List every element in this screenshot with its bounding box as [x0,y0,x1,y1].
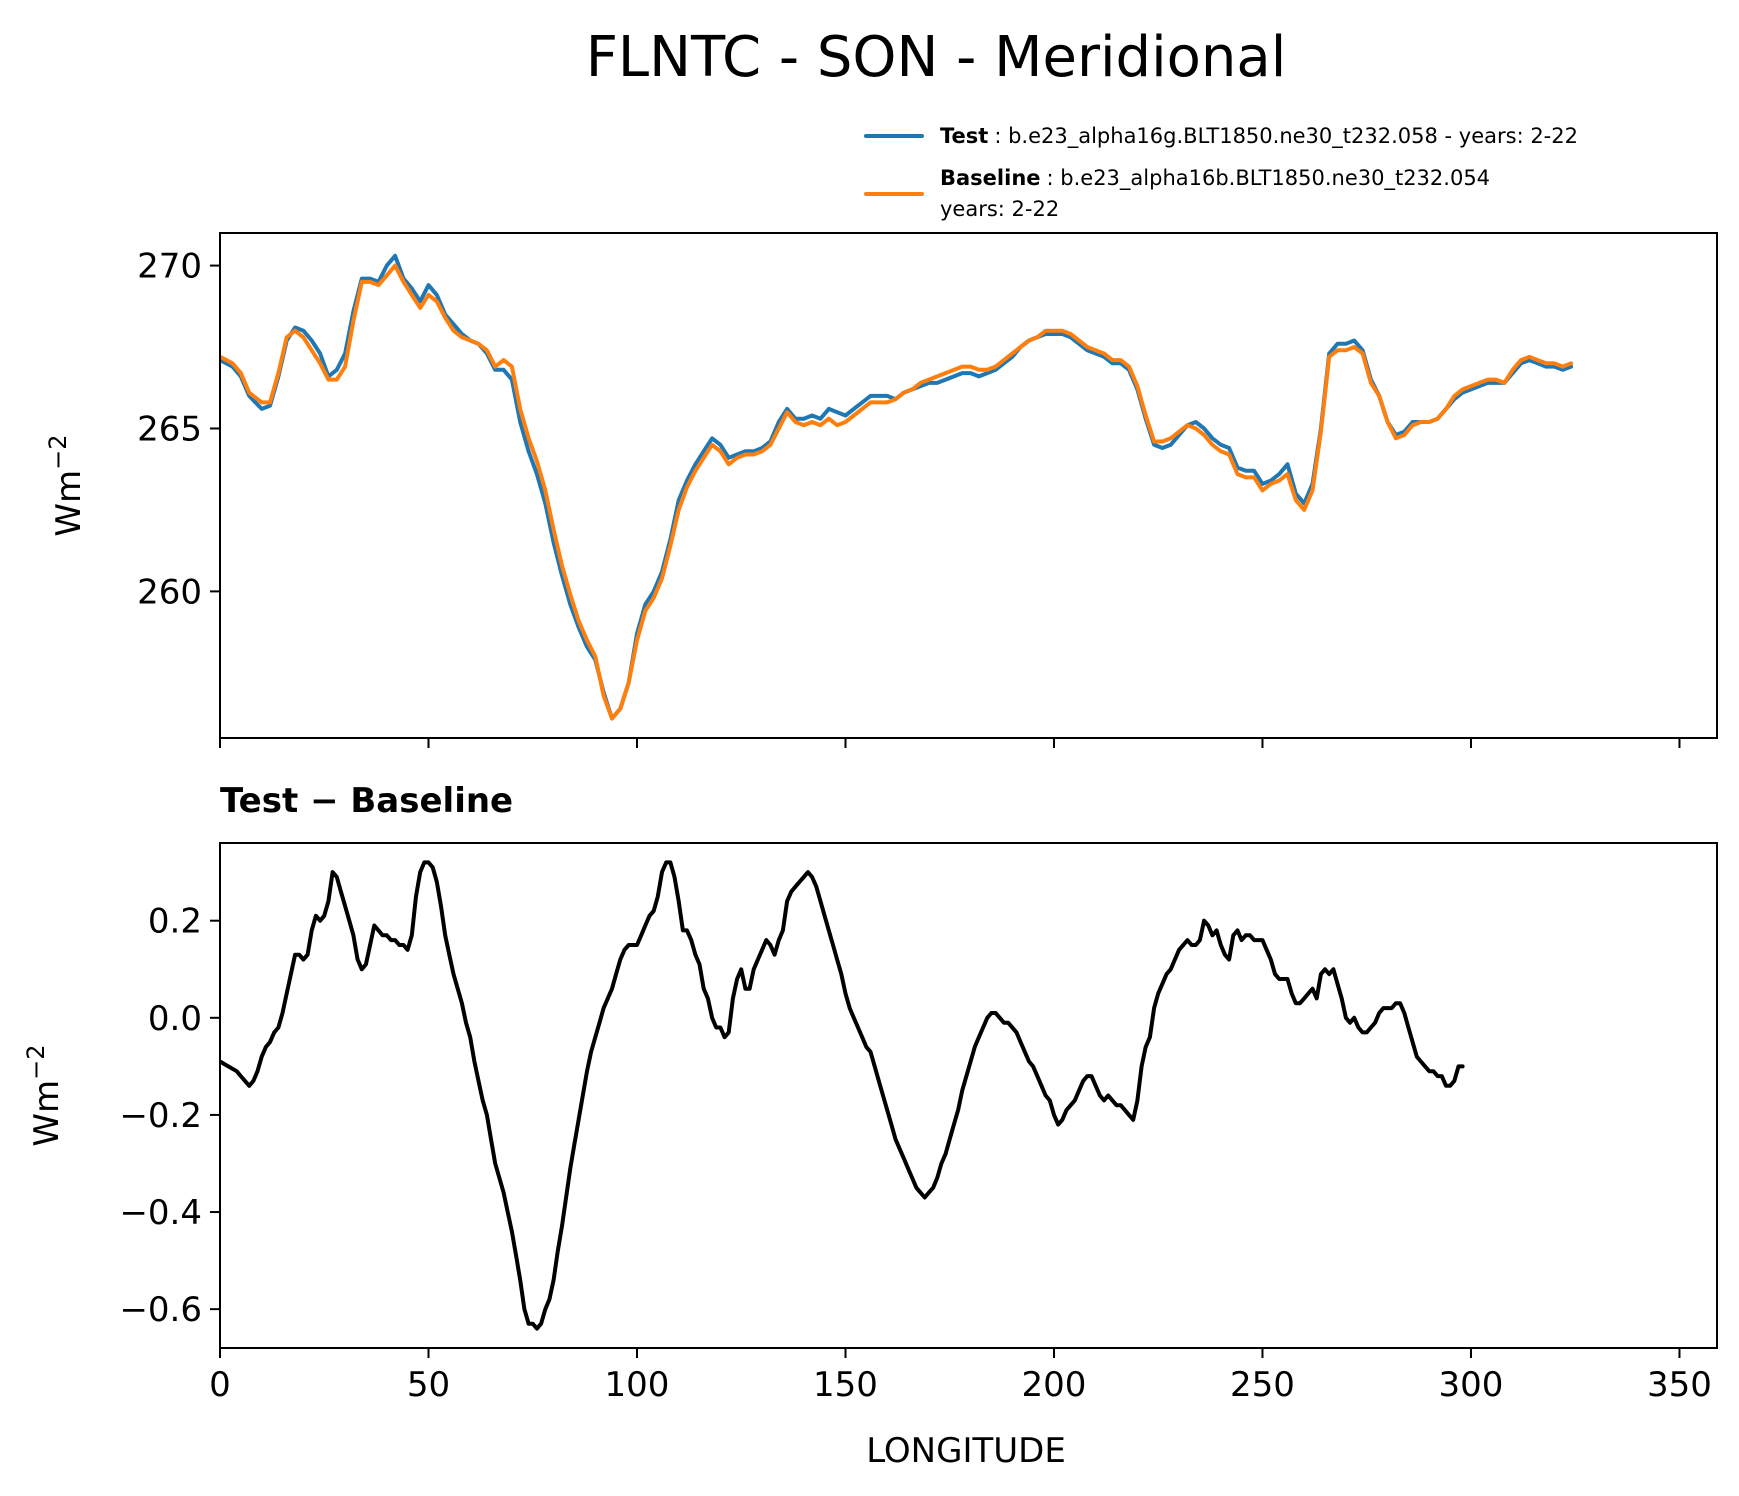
legend-label-baseline-line2: years: 2-22 [940,197,1059,221]
x-tick-label: 100 [605,1365,670,1405]
difference-panel: 0 50 100 150 200 250 300 350 −0.6 −0.4 −0.2 0.0 0.2 W… [22,842,1718,1405]
legend-label-test-bold: Test [940,124,988,148]
top-axes-frame [219,232,1718,739]
diff-y-tick-label: −0.4 [119,1193,202,1233]
x-tick-label: 150 [813,1365,878,1405]
diff-y-tick-label: −0.2 [119,1096,202,1136]
diff-axes-frame [219,842,1718,1349]
legend-label-test: Test: b.e23_alpha16g.BLT1850.ne30_t232.0… [940,124,1578,149]
legend-label-baseline: Baseline: b.e23_alpha16b.BLT1850.ne30_t2… [940,166,1490,191]
top-y-tick-label: 265 [137,409,202,449]
x-tick-label: 250 [1230,1365,1295,1405]
x-tick-label: 0 [209,1365,231,1405]
top-y-axis-label: Wm−2 [44,434,89,536]
chart-title: FLNTC - SON - Meridional [586,25,1287,90]
x-tick-label: 50 [407,1365,450,1405]
diff-series-difference-line [220,860,1465,1331]
diff-y-tick-label: 0.2 [148,902,202,942]
top-y-tick-label: 260 [137,572,202,612]
diff-y-axis-label: Wm−2 [22,1044,67,1146]
legend-label-baseline-bold: Baseline [940,166,1041,190]
top-panel: 260 265 270 Wm−2 [44,232,1718,748]
top-y-tick-label: 270 [137,247,202,287]
x-axis-label: LONGITUDE [866,1431,1066,1471]
legend-label-test-rest: : b.e23_alpha16g.BLT1850.ne30_t232.058 -… [994,124,1578,149]
difference-panel-title: Test − Baseline [220,781,513,821]
diff-y-tick-label: −0.6 [119,1290,202,1330]
x-tick-label: 300 [1439,1365,1504,1405]
legend: Test: b.e23_alpha16g.BLT1850.ne30_t232.0… [864,124,1578,221]
x-tick-label: 350 [1647,1365,1712,1405]
top-series-baseline-line [220,263,1574,721]
diff-y-tick-label: 0.0 [148,999,202,1039]
legend-label-baseline-rest: : b.e23_alpha16b.BLT1850.ne30_t232.054 [1047,166,1491,191]
x-tick-label: 200 [1022,1365,1087,1405]
